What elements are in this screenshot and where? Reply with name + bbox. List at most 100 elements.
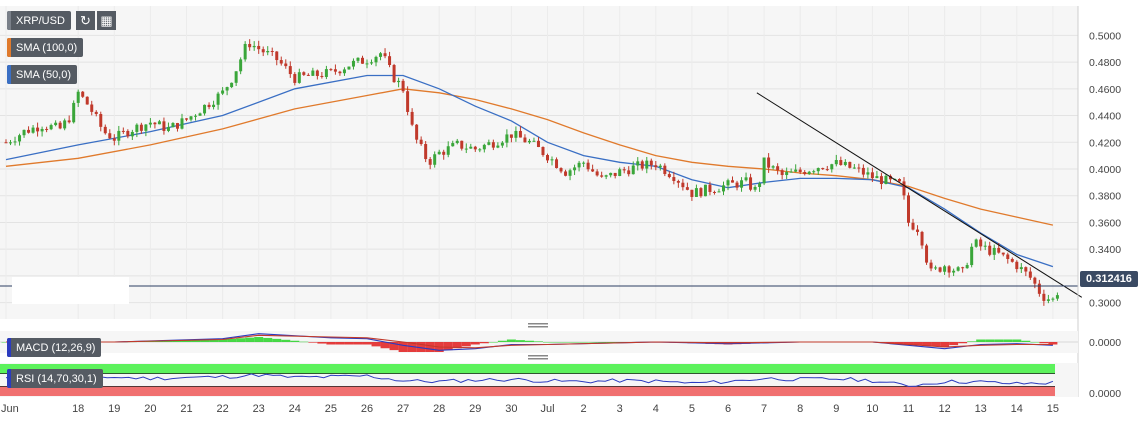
candle-body — [1028, 271, 1032, 278]
macd-histogram-bar — [994, 339, 1004, 342]
date-tick-label: 29 — [469, 403, 481, 415]
candle-body — [703, 184, 707, 197]
candle-body — [712, 191, 716, 193]
candle-body — [550, 159, 554, 161]
macd-histogram-bar — [461, 342, 471, 347]
candle-body — [239, 59, 243, 72]
candle-body — [306, 74, 310, 76]
candle-body — [744, 177, 748, 181]
macd-histogram-bar — [1048, 342, 1058, 345]
calendar-icon[interactable]: ▦ — [97, 11, 116, 30]
macd-histogram-bar — [913, 342, 923, 346]
candle-body — [879, 176, 883, 185]
candle-body — [162, 121, 166, 131]
sma50-legend[interactable]: SMA (50,0) — [7, 65, 78, 84]
macd-histogram-bar — [497, 340, 507, 342]
macd-histogram-bar — [317, 342, 327, 344]
candle-body — [478, 149, 482, 151]
candle-body — [573, 167, 577, 171]
candle-body — [888, 175, 892, 180]
candle-body — [460, 140, 464, 149]
candle-body — [108, 133, 112, 139]
candle-body — [1019, 267, 1023, 270]
candle-body — [139, 124, 143, 131]
candle-body — [636, 161, 640, 166]
candle-body — [365, 63, 369, 65]
candle-body — [577, 162, 581, 168]
candle-body — [546, 155, 549, 161]
candle-body — [717, 191, 721, 193]
candle-body — [342, 69, 346, 74]
candle-body — [243, 43, 247, 60]
macd-histogram-bar — [1021, 340, 1031, 342]
candle-body — [1042, 293, 1046, 301]
candle-body — [780, 170, 784, 176]
candle-body — [505, 134, 509, 143]
sma100-legend[interactable]: SMA (100,0) — [7, 38, 84, 57]
candle-body — [627, 170, 631, 175]
price-tick-label: 0.5000 — [1089, 30, 1121, 42]
rsi-legend[interactable]: RSI (14,70,30,1) — [7, 369, 103, 388]
candle-body — [103, 126, 107, 134]
candle-body — [428, 159, 432, 165]
candle-body — [297, 72, 301, 83]
panel-resize-handle[interactable] — [528, 355, 548, 360]
candle-body — [261, 49, 265, 53]
candle-body — [252, 45, 256, 48]
symbol-legend[interactable]: XRP/USD — [7, 11, 71, 30]
macd-histogram-bar — [191, 340, 201, 342]
candle-body — [834, 160, 838, 165]
macd-histogram-bar — [416, 342, 426, 352]
candle-body — [99, 114, 103, 127]
candle-body — [338, 71, 342, 74]
candle-body — [613, 172, 617, 176]
sma50-label: SMA (50,0) — [16, 68, 72, 81]
candle-body — [266, 51, 270, 53]
current-price-value: 0.312416 — [1086, 273, 1132, 285]
macd-histogram-bar — [488, 342, 498, 343]
candle-body — [852, 167, 856, 169]
macd-histogram-bar — [588, 342, 598, 343]
candle-body — [988, 245, 992, 255]
candle-body — [803, 172, 807, 175]
date-tick-label: 18 — [72, 403, 84, 415]
candle-body — [911, 222, 915, 230]
rsi-line — [5, 373, 1054, 387]
macd-histogram-bar — [1039, 342, 1049, 344]
candle-body — [410, 111, 414, 125]
candle-body — [76, 91, 80, 103]
rsi-oversold-zone — [0, 386, 1055, 396]
candle-body — [424, 144, 428, 160]
candle-body — [685, 187, 689, 190]
refresh-icon[interactable]: ↻ — [76, 11, 95, 30]
candle-body — [270, 51, 274, 53]
candle-body — [794, 169, 798, 172]
macd-histogram-bar — [308, 342, 318, 343]
candle-body — [997, 247, 1001, 253]
macd-histogram-bar — [209, 339, 219, 342]
candle-body — [1055, 295, 1059, 299]
date-tick-label: 21 — [180, 403, 192, 415]
macd-legend[interactable]: MACD (12,26,9) — [7, 338, 102, 357]
candle-body — [591, 169, 595, 172]
candle-body — [676, 180, 680, 183]
candle-body — [776, 166, 780, 171]
date-tick-label: 27 — [397, 403, 409, 415]
panel-resize-handle[interactable] — [528, 323, 548, 328]
candle-body — [938, 267, 942, 272]
candle-body — [943, 266, 947, 272]
macd-histogram-bar — [904, 342, 913, 345]
candle-body — [198, 113, 202, 116]
candle-body — [1046, 299, 1050, 301]
candle-body — [451, 143, 455, 147]
macd-series: 0.0000 — [0, 333, 1121, 352]
macd-histogram-bar — [561, 342, 571, 343]
candle-body — [487, 142, 491, 145]
macd-histogram-bar — [606, 342, 616, 343]
macd-signal-line — [6, 334, 1053, 349]
candle-body — [979, 239, 983, 247]
candle-body — [333, 69, 337, 72]
candle-body — [482, 144, 486, 150]
price-tick-label: 0.3000 — [1089, 298, 1121, 310]
